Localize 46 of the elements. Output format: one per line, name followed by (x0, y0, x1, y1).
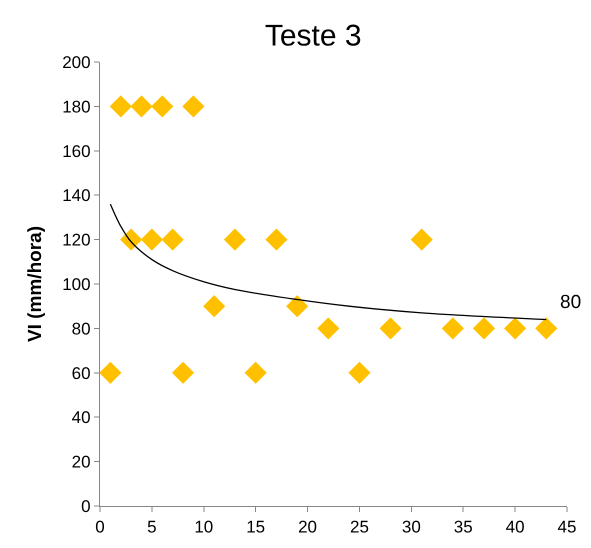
y-tick-label: 200 (62, 52, 91, 72)
y-tick-label: 160 (62, 142, 91, 161)
chart-title: Teste 3 (264, 20, 362, 53)
x-tick-label: 35 (454, 517, 473, 536)
point (172, 362, 194, 384)
point (265, 228, 288, 251)
point (472, 317, 496, 340)
point (100, 362, 122, 384)
x-tick-label: 40 (506, 517, 525, 536)
annotation: 80 (560, 292, 582, 313)
point (224, 228, 246, 251)
y-tick-label: 60 (72, 364, 91, 383)
x-tick-label: 15 (246, 517, 266, 536)
point (162, 228, 184, 251)
y-tick-label: 20 (72, 452, 91, 472)
point (410, 228, 433, 251)
x-tick-label: 5 (147, 517, 157, 536)
x-tick-label: 25 (350, 517, 369, 536)
point (317, 317, 340, 340)
point (182, 95, 204, 118)
point (110, 95, 132, 118)
y-tick-label: 40 (72, 408, 91, 428)
point (348, 362, 370, 384)
x-tick-label: 30 (402, 517, 421, 536)
point (151, 95, 174, 118)
y-axis-title: VI (mm/hora) (25, 226, 46, 342)
y-tick-label: 80 (72, 319, 91, 338)
y-tick-label: 0 (81, 496, 91, 516)
point (120, 228, 142, 251)
x-tick-label: 45 (558, 517, 576, 536)
y-tick-label: 140 (62, 186, 91, 206)
point (140, 228, 163, 251)
point (380, 317, 402, 340)
y-tick-label: 120 (62, 230, 91, 250)
y-tick-label: 180 (62, 97, 91, 116)
point (535, 317, 558, 340)
point (504, 317, 526, 340)
point (130, 95, 153, 118)
point (286, 295, 308, 318)
x-tick-label: 20 (298, 517, 318, 536)
point (442, 317, 464, 340)
x-tick-label: 10 (194, 517, 214, 536)
y-tick-label: 100 (62, 274, 91, 294)
x-tick-label: 0 (95, 517, 105, 536)
point (203, 295, 226, 318)
point (244, 362, 267, 384)
